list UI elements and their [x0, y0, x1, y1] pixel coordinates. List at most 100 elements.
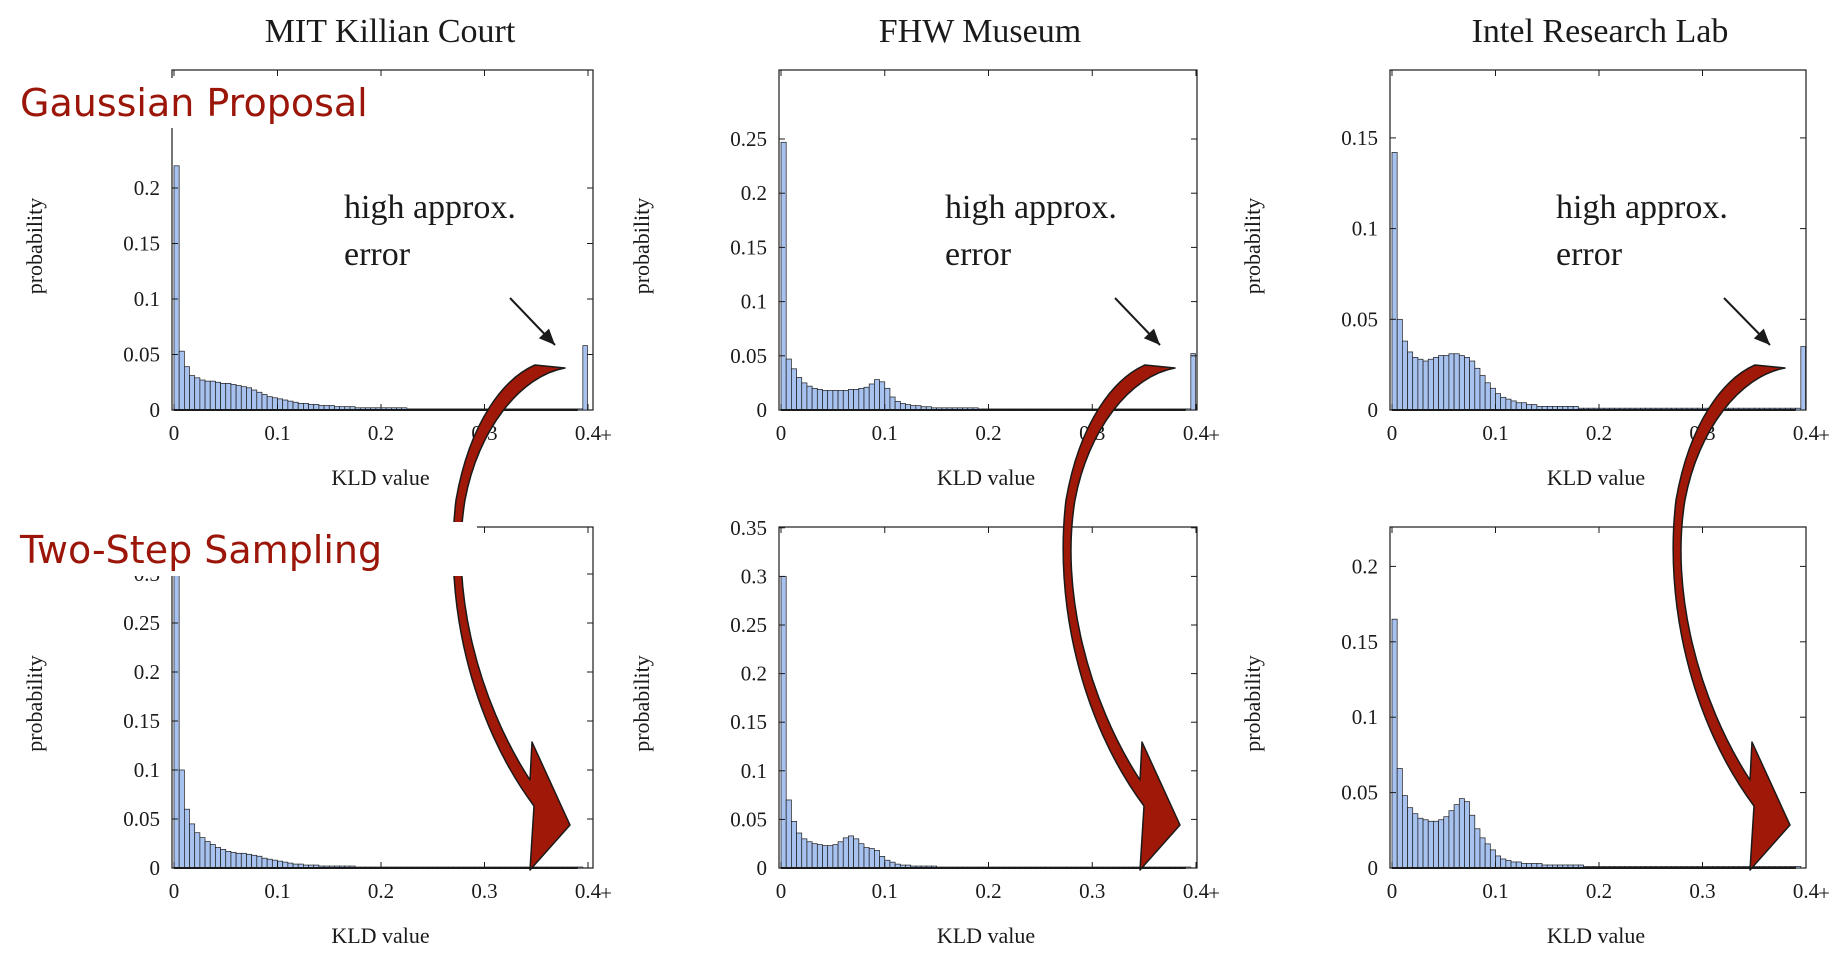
histogram-bar: [246, 853, 252, 869]
high-error-annotation: high approx. error: [1556, 189, 1771, 346]
histogram-bar: [1464, 801, 1470, 869]
y-tick-label: 0.25: [123, 611, 160, 635]
histogram-bar: [204, 841, 211, 869]
histogram-bar: [894, 400, 901, 411]
curved-red-arrow: [1672, 364, 1791, 871]
axis-end-marker: +: [600, 423, 612, 447]
histogram-bar: [256, 855, 263, 869]
histogram-bar: [791, 820, 797, 869]
column-title: FHW Museum: [879, 13, 1081, 50]
y-axis-label: probability: [22, 198, 47, 295]
histogram-bar: [806, 385, 813, 411]
x-axis-label: KLD value: [1547, 465, 1645, 490]
histogram-bar: [884, 387, 891, 411]
histogram-bar: [868, 383, 875, 411]
x-tick-label: 0.3: [471, 879, 497, 903]
x-tick-label: 0.4: [575, 879, 602, 903]
plot-frame: [171, 526, 594, 869]
y-tick-label: 0.1: [741, 290, 767, 314]
x-tick-label: 0.1: [1482, 421, 1508, 445]
axis-end-marker: +: [600, 881, 612, 905]
y-tick-label: 0.05: [1341, 307, 1378, 331]
histogram-bar: [1453, 804, 1460, 869]
x-tick-label: 0.4: [1793, 421, 1820, 445]
histogram-bar: [173, 165, 180, 411]
histogram-bar: [199, 837, 206, 869]
row-label: Two-Step Sampling: [19, 528, 382, 572]
x-tick-label: 0.2: [1586, 421, 1612, 445]
high-error-annotation: high approx. error: [945, 189, 1161, 346]
histogram-bar: [184, 808, 190, 869]
annotation-line1: high approx.: [945, 189, 1117, 226]
x-axis-label: KLD value: [1547, 923, 1645, 948]
histogram-bar: [1443, 816, 1450, 869]
histogram-bar: [204, 380, 211, 411]
histogram-bar: [271, 397, 278, 411]
histogram-bar: [796, 377, 803, 411]
histogram-bar: [889, 396, 896, 411]
histogram-bar: [1505, 398, 1512, 411]
histogram-bar: [827, 390, 834, 411]
histogram-bar: [1489, 849, 1496, 869]
x-axis-label: KLD value: [937, 923, 1035, 948]
histogram-bar: [1453, 353, 1460, 411]
histogram-bar: [225, 383, 232, 411]
histogram-bar: [832, 844, 839, 869]
histogram-bar: [271, 859, 278, 869]
histogram-bar: [1407, 351, 1414, 411]
histogram-bar: [1427, 820, 1434, 869]
histogram-bar: [577, 408, 584, 411]
histogram-bar: [842, 837, 849, 869]
y-tick-label: 0.05: [1341, 781, 1378, 805]
histogram-bar: [178, 769, 185, 869]
histogram-bar: [1412, 813, 1419, 869]
histogram-bar: [1443, 355, 1450, 411]
y-tick-label: 0.2: [741, 662, 767, 686]
histogram-bar: [1433, 357, 1439, 411]
histogram-bar: [1422, 819, 1429, 869]
y-tick-label: 0.15: [1341, 126, 1378, 150]
histogram-bar: [184, 366, 190, 411]
histogram-bar: [282, 399, 289, 411]
histogram-bar: [837, 390, 844, 411]
histogram-bar: [863, 847, 870, 869]
histogram-bar: [1458, 798, 1465, 869]
histogram-bar: [1469, 360, 1476, 411]
histogram-bar: [251, 389, 258, 411]
histogram-bar: [832, 390, 839, 411]
histogram-panel: 00.10.20.30.4+00.050.10.150.20.250.3KLD …: [22, 526, 612, 948]
histogram-bar: [868, 848, 875, 869]
histogram-bar: [1489, 387, 1496, 411]
x-tick-label: 0.1: [872, 421, 898, 445]
histogram-bar: [1448, 353, 1455, 411]
histogram-bar: [1438, 819, 1445, 869]
y-tick-label: 0.05: [730, 807, 767, 831]
histogram-bar: [874, 850, 880, 869]
histogram-bar: [848, 835, 854, 869]
histogram-bar: [277, 860, 284, 869]
y-axis-label: probability: [22, 655, 47, 752]
histogram-bar: [1417, 817, 1424, 869]
histogram-bar: [816, 844, 823, 869]
annotation-line2: error: [945, 236, 1012, 273]
histogram-bar: [1484, 382, 1491, 411]
histogram-bar: [1479, 837, 1486, 869]
pointer-arrow-head: [538, 328, 555, 345]
column-titles: MIT Killian Court FHW Museum Intel Researc…: [265, 13, 1729, 50]
y-tick-label: 0: [1368, 856, 1379, 880]
x-tick-label: 0.4: [1183, 879, 1210, 903]
histogram-bar: [230, 384, 237, 411]
histogram-bar: [1515, 402, 1522, 411]
histogram-bar: [1391, 618, 1398, 869]
x-tick-label: 0.2: [1586, 879, 1612, 903]
histogram-bar: [256, 391, 263, 411]
histogram-bar: [1510, 400, 1517, 411]
row-label: Gaussian Proposal: [20, 81, 368, 125]
histogram-bar: [785, 799, 792, 869]
histogram-bar: [240, 852, 247, 869]
y-tick-label: 0.15: [1341, 630, 1378, 654]
histogram-bar: [1433, 820, 1439, 869]
